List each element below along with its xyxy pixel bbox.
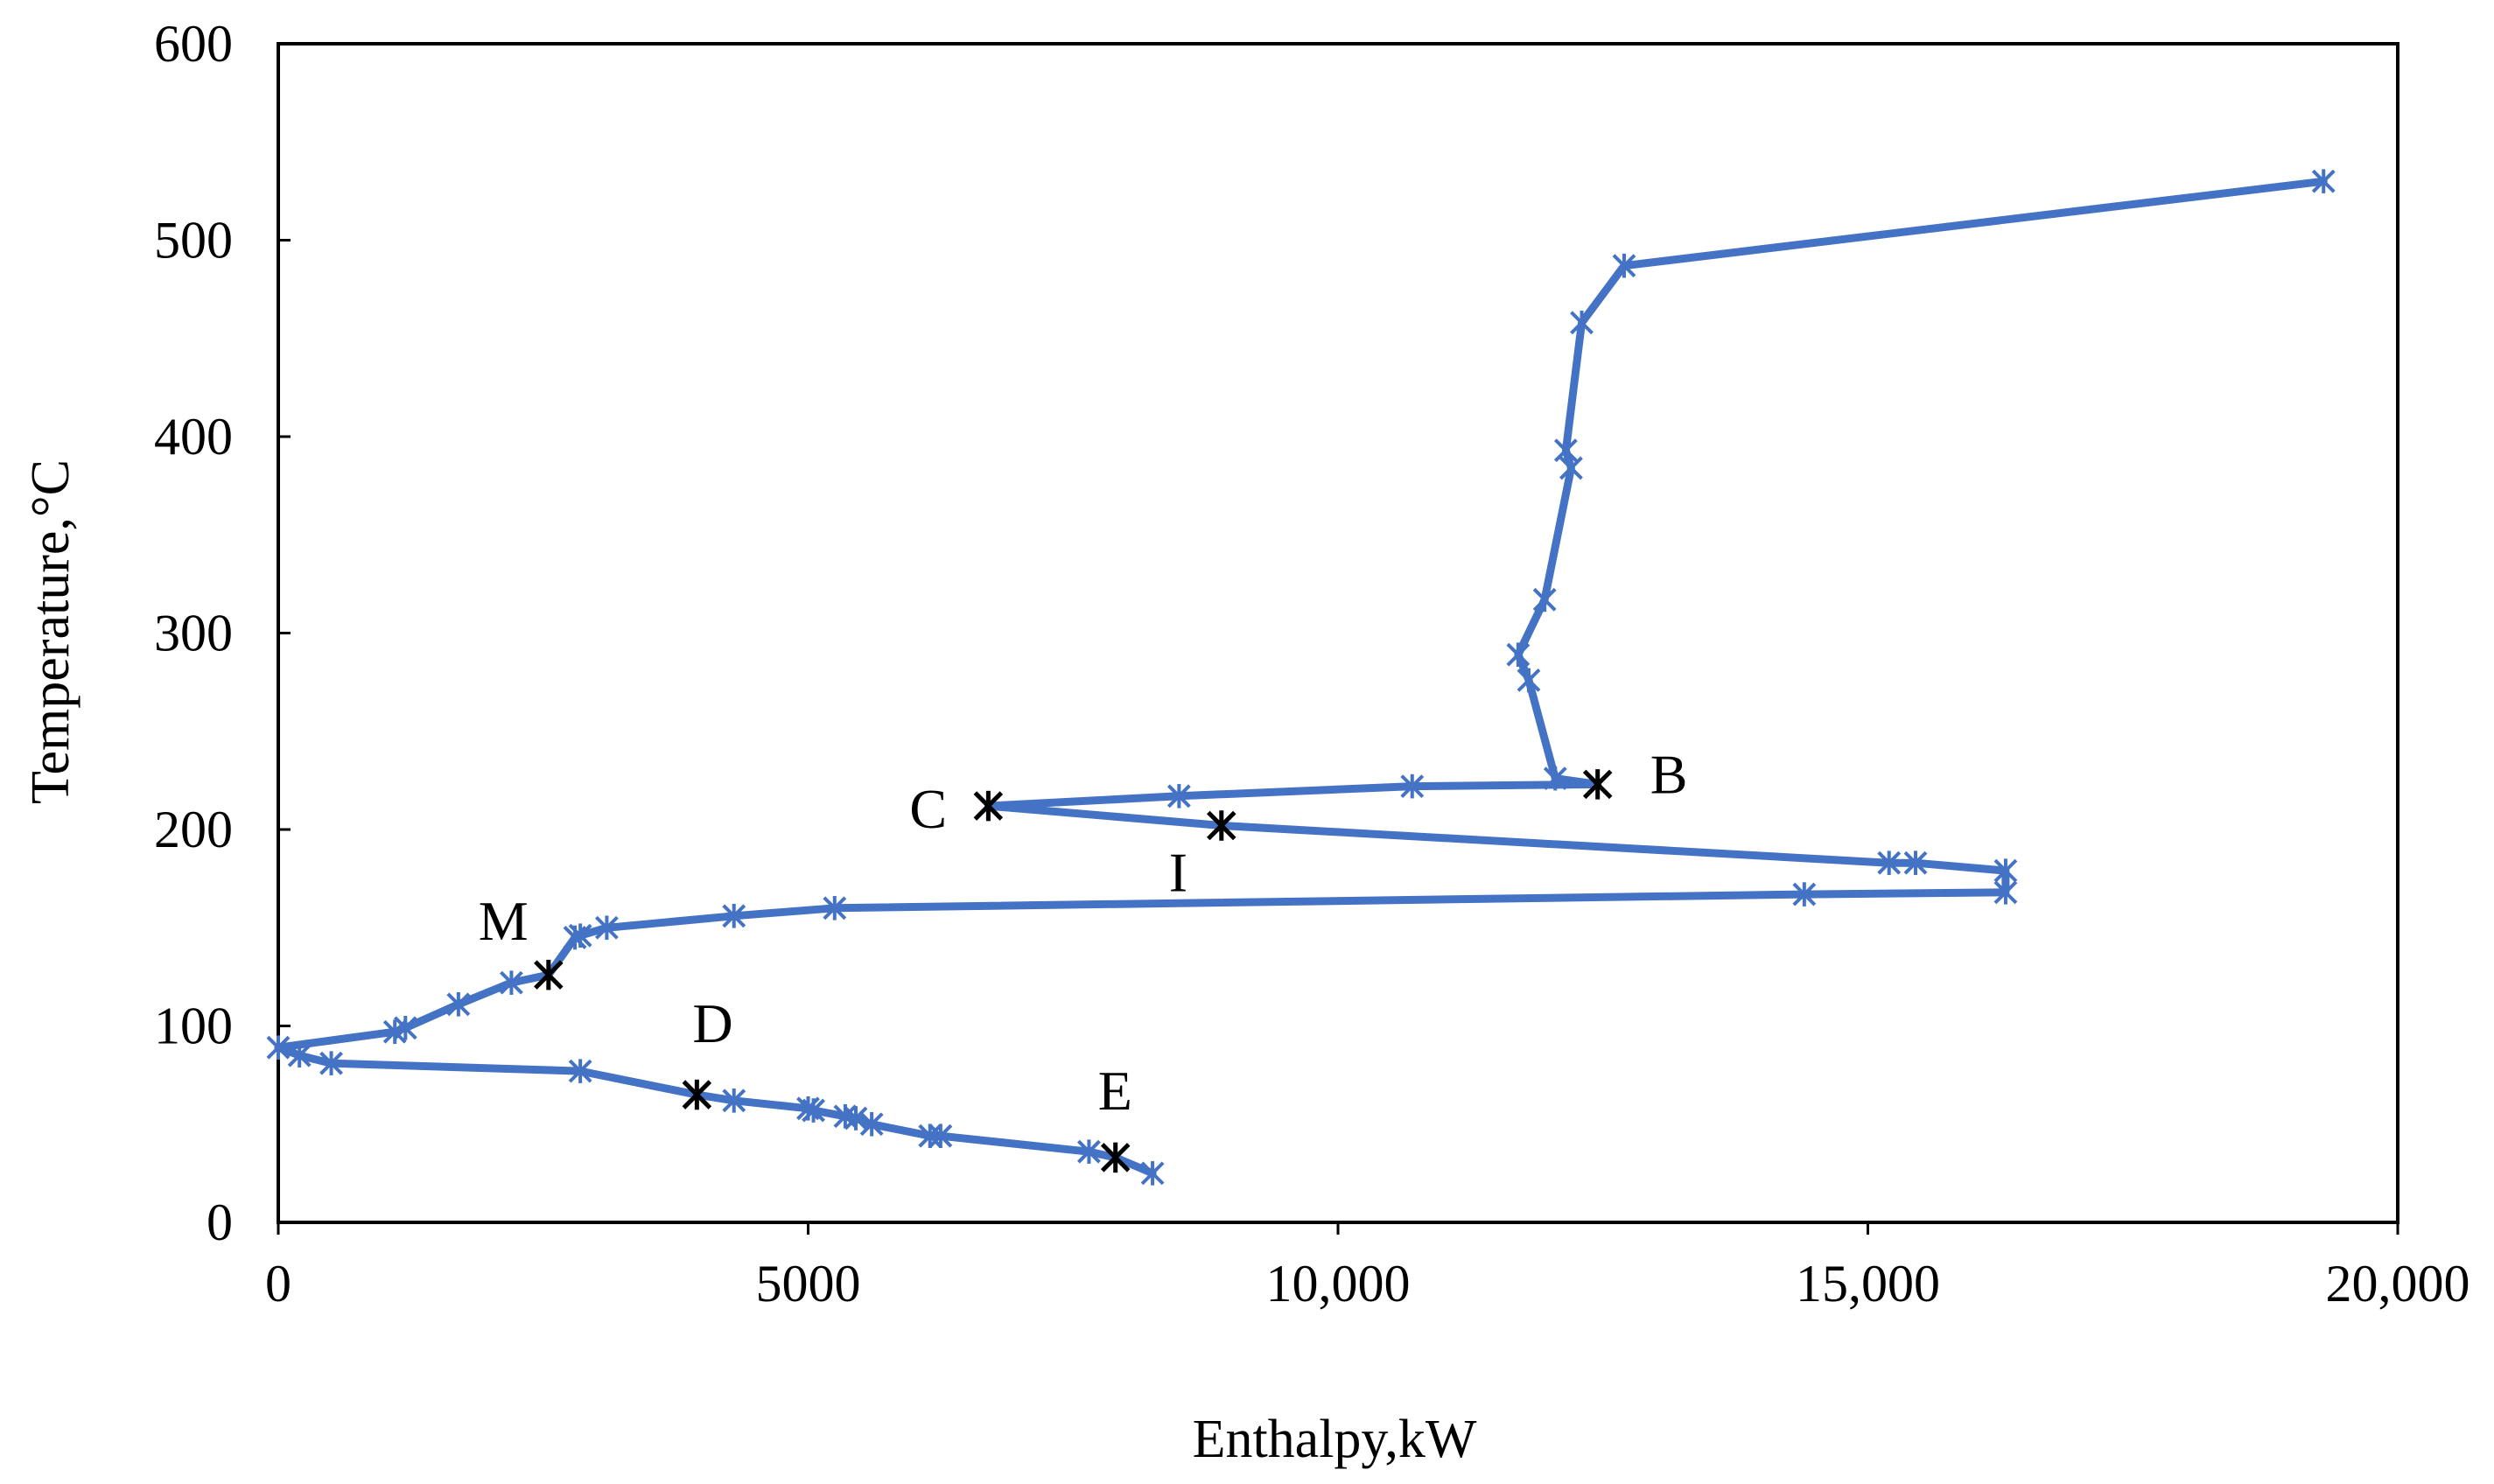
data-point-marker — [1903, 850, 1928, 875]
annotation-marker — [1207, 810, 1236, 841]
y-tick-label: 600 — [154, 15, 233, 73]
y-axis-ticks: 0 100 200 300 400 500 600 — [154, 15, 291, 1251]
data-point-marker — [1993, 880, 2018, 905]
annotation-label: C — [909, 778, 947, 840]
data-point-marker — [1400, 774, 1425, 799]
data-point-marker — [1140, 1161, 1165, 1186]
annotation-marker — [682, 1079, 712, 1110]
data-point-marker — [844, 1106, 868, 1130]
series-line — [274, 177, 2328, 1178]
y-tick-label: 300 — [154, 605, 233, 662]
annotation-label: I — [1169, 842, 1187, 904]
y-tick-label: 500 — [154, 212, 233, 270]
x-axis-ticks: 0 5000 10,000 15,000 20,000 — [265, 1222, 2470, 1312]
data-point-marker — [1792, 882, 1817, 906]
data-point-marker — [859, 1111, 884, 1137]
y-tick-label: 0 — [207, 1194, 233, 1251]
data-point-marker — [823, 896, 847, 920]
data-point-marker — [2311, 169, 2336, 193]
annotation-marker — [1582, 769, 1613, 800]
data-point-marker — [722, 1088, 746, 1113]
x-tick-label: 5000 — [756, 1255, 861, 1312]
annotation-label: M — [479, 890, 529, 952]
data-point-marker — [1553, 438, 1578, 463]
series-markers — [266, 169, 2336, 1186]
data-point-marker — [1532, 587, 1557, 612]
y-axis-title: Temperature,°C — [21, 459, 81, 804]
annotation-label: E — [1098, 1060, 1132, 1122]
data-point-marker — [1517, 668, 1541, 693]
x-tick-label: 15,000 — [1796, 1255, 1940, 1312]
annotation-marker — [534, 959, 564, 990]
data-point-marker — [1077, 1139, 1101, 1164]
y-tick-label: 400 — [154, 408, 233, 466]
data-point-marker — [382, 1019, 407, 1045]
data-point-marker — [928, 1124, 953, 1149]
x-tick-label: 20,000 — [2326, 1255, 2470, 1312]
data-point-marker — [1993, 858, 2018, 883]
data-point-marker — [1570, 310, 1594, 335]
annotations: B C I M D E — [479, 743, 1688, 1173]
data-point-marker — [500, 970, 523, 995]
x-axis-title: Enthalpy,kW — [1193, 1410, 1477, 1469]
data-point-marker — [594, 915, 619, 941]
annotation-marker — [1100, 1142, 1131, 1173]
data-point-marker — [1559, 456, 1583, 480]
annotation-label: D — [692, 992, 732, 1054]
data-point-marker — [1166, 784, 1191, 808]
data-point-marker — [802, 1098, 825, 1123]
data-point-marker — [287, 1043, 312, 1068]
plot-area-frame — [277, 42, 2399, 1224]
x-tick-label: 10,000 — [1266, 1255, 1411, 1312]
data-point-marker — [568, 1059, 592, 1083]
data-point-marker — [1543, 766, 1567, 791]
data-point-marker — [1506, 642, 1531, 667]
y-tick-label: 200 — [154, 801, 233, 858]
data-point-marker — [266, 1035, 291, 1060]
y-tick-label: 100 — [154, 998, 233, 1055]
data-point-marker — [563, 925, 587, 950]
data-point-marker — [1877, 850, 1902, 875]
data-point-marker — [1612, 253, 1636, 278]
data-point-marker — [446, 992, 471, 1017]
x-tick-label: 0 — [265, 1255, 291, 1312]
data-point-marker — [722, 903, 746, 928]
data-point-marker — [319, 1051, 343, 1075]
annotation-marker — [973, 790, 1004, 822]
annotation-label: B — [1650, 743, 1688, 805]
data-point-marker — [918, 1124, 942, 1149]
